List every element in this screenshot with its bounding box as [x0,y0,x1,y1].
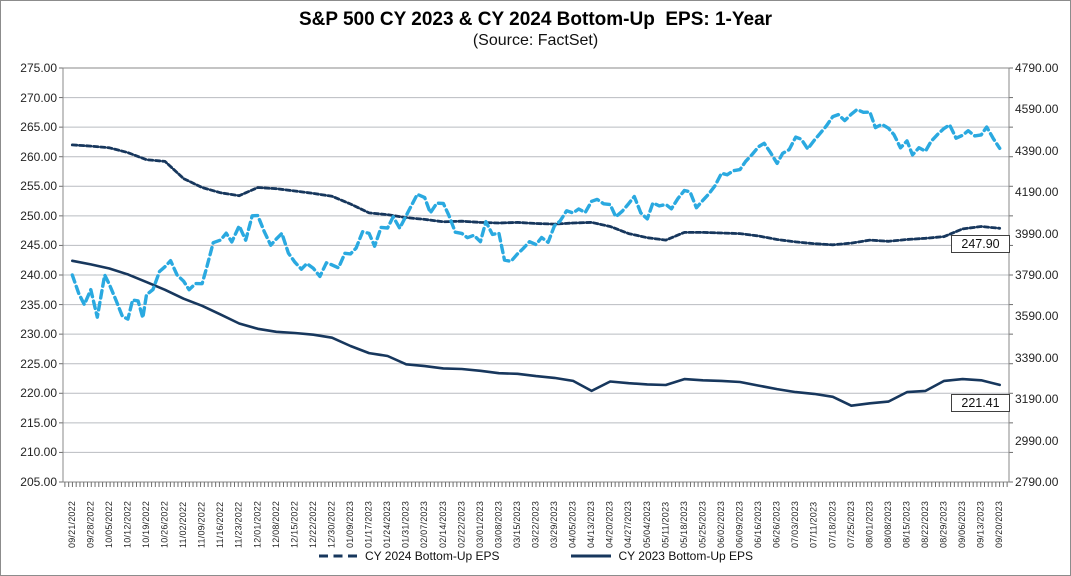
right-axis-tick-label: 3190.00 [1015,392,1059,407]
x-axis-tick-label: 12/01/2022 [252,500,263,548]
x-axis-tick-label: 11/02/2022 [178,501,189,548]
x-axis-tick-label: 09/28/2022 [85,500,96,548]
left-axis-tick-label: 265.00 [20,120,57,135]
x-axis-tick-label: 09/21/2022 [66,500,77,548]
cy2023-end-value-label: 221.41 [951,394,1010,412]
x-axis-tick-label: 01/31/2023 [400,500,411,548]
x-axis-tick-label: 12/15/2022 [289,500,300,548]
x-axis-tick-label: 02/14/2023 [437,500,448,548]
x-axis-tick-label: 08/22/2023 [920,500,930,548]
x-axis-tick-label: 11/23/2022 [233,501,244,548]
x-axis-tick-label: 01/17/2023 [363,500,374,548]
x-axis-tick-label: 11/16/2022 [215,501,226,548]
left-axis-tick-label: 230.00 [20,327,57,342]
x-axis-tick-label: 06/16/2023 [753,500,764,548]
x-axis-tick-label: 05/25/2023 [697,500,708,548]
x-axis-tick-label: 10/05/2022 [103,500,114,548]
right-axis-tick-label: 4390.00 [1015,143,1059,158]
solid-line-marker-icon [570,554,611,558]
x-axis-tick-label: 03/15/2023 [512,500,522,548]
right-axis-tick-label: 4190.00 [1015,185,1059,200]
cy2024-eps-line [70,143,1002,247]
x-axis-tick-label: 04/05/2023 [567,500,578,548]
left-axis-tick-label: 270.00 [20,90,57,105]
left-axis-tick-label: 245.00 [20,238,57,253]
left-axis-tick-label: 210.00 [20,445,57,460]
x-axis-tick-label: 09/06/2023 [957,500,968,548]
left-axis-tick-label: 215.00 [20,415,57,430]
x-axis-tick-label: 01/09/2023 [345,500,355,548]
gridlines [59,67,1013,483]
right-axis-tick-label: 3590.00 [1015,309,1059,324]
legend-item-cy2024: CY 2024 Bottom-Up EPS [318,549,500,563]
x-axis-tick-label: 04/20/2023 [604,500,615,548]
left-axis-tick-label: 260.00 [20,149,57,164]
x-axis-tick-label: 06/26/2023 [771,500,782,548]
x-axis-tick-label: 07/11/2023 [808,501,819,548]
right-axis-tick-label: 2790.00 [1015,475,1059,489]
x-axis-tick-label: 05/18/2023 [678,500,689,548]
x-axis-tick-label: 12/22/2022 [307,500,318,548]
left-axis-tick-label: 225.00 [20,356,57,371]
x-axis-tick-label: 07/18/2023 [827,500,838,548]
left-axis-tick-label: 240.00 [20,268,57,282]
right-axis-tick-label: 2990.00 [1015,433,1059,448]
left-axis-tick-label: 220.00 [20,386,57,401]
x-axis-tick-label: 01/24/2023 [382,500,393,548]
sp500-price-line [70,107,1002,321]
left-axis-tick-label: 275.00 [20,61,57,75]
chart-title: S&P 500 CY 2023 & CY 2024 Bottom-Up EPS:… [298,9,773,30]
right-axis-tick-label: 3990.00 [1015,226,1059,241]
x-axis-tick-label: 09/13/2023 [975,500,986,548]
x-axis-tick-label: 08/15/2023 [901,500,912,548]
left-axis-tick-label: 255.00 [20,179,57,194]
right-axis-tick-label: 3790.00 [1015,268,1059,282]
x-axis-tick-label: 03/29/2023 [549,500,559,548]
x-axis-tick-label: 05/04/2023 [641,500,652,548]
legend: CY 2024 Bottom-Up EPS CY 2023 Bottom-Up … [1,549,1070,563]
legend-label-cy2024: CY 2024 Bottom-Up EPS [364,549,500,563]
x-axis-tick-label: 06/09/2023 [734,500,745,548]
x-axis-tick-label: 08/08/2023 [882,500,893,548]
x-axis-tick-label: 02/07/2023 [419,500,430,548]
right-axis-tick-label: 3390.00 [1015,350,1059,365]
left-axis-tick-label: 250.00 [20,208,57,223]
right-axis-tick-label: 4590.00 [1015,102,1059,117]
x-axis-tick-label: 10/19/2022 [141,500,151,548]
left-axis-tick-label: 205.00 [20,475,57,489]
left-axis-tick-label: 235.00 [20,297,57,312]
x-axis-tick-label: 12/08/2022 [270,500,281,548]
chart-subtitle: (Source: FactSet) [472,32,599,49]
x-axis-tick-label: 05/11/2023 [660,501,671,548]
dashed-line-marker-icon [318,554,357,558]
x-axis-tick-label: 10/26/2022 [159,500,170,548]
legend-label-cy2023: CY 2023 Bottom-Up EPS [618,549,754,563]
x-axis-tick-label: 10/12/2022 [122,500,133,548]
right-axis-tick-label: 4790.00 [1015,61,1059,75]
x-axis-tick-label: 03/01/2023 [474,500,485,548]
x-axis-tick-label: 02/22/2023 [456,500,467,548]
x-axis-tick-label: 03/08/2023 [493,500,504,548]
legend-item-cy2023: CY 2023 Bottom-Up EPS [570,549,754,563]
x-axis-tick-label: 06/02/2023 [716,500,726,548]
x-axis-tick-label: 03/22/2023 [530,500,541,548]
x-axis-tick-label: 07/03/2023 [790,500,801,548]
x-axis-tick-label: 11/09/2022 [196,501,207,548]
cy2023-eps-line [71,259,1001,407]
x-axis-tick-label: 09/20/2023 [994,500,1005,548]
x-axis-tick-label: 04/13/2023 [586,500,597,548]
x-axis-tick-label: 04/27/2023 [623,500,634,548]
x-axis-tick-label: 12/30/2022 [326,500,337,548]
x-axis-tick-label: 08/01/2023 [864,500,875,548]
x-axis-tick-label: 07/25/2023 [845,500,856,548]
x-axis-minor-ticks [64,482,1008,487]
cy2024-end-value-label: 247.90 [951,235,1010,253]
x-axis-tick-label: 08/29/2023 [938,500,949,548]
